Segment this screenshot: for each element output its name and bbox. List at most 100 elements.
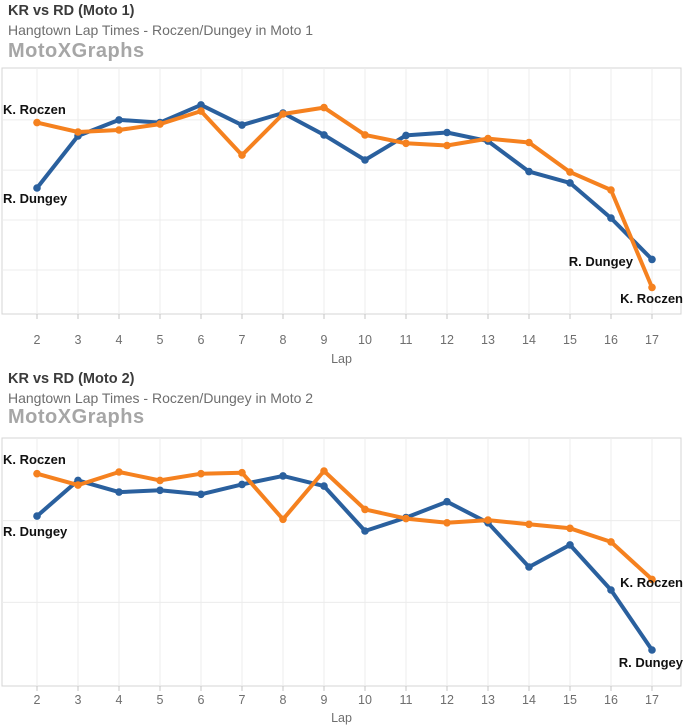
chart2-title: KR vs RD (Moto 2): [8, 371, 135, 387]
data-point-marker: [648, 646, 656, 654]
x-tick-label: 16: [604, 693, 618, 707]
data-point-marker: [279, 472, 287, 480]
data-point-marker: [33, 118, 41, 127]
data-point-marker: [607, 214, 615, 222]
x-tick-label: 16: [604, 333, 618, 347]
series-inline-label: K. Roczen: [3, 102, 66, 117]
x-tick-label: 8: [280, 693, 287, 707]
data-point-marker: [443, 128, 451, 137]
x-tick-label: 7: [239, 693, 246, 707]
data-point-marker: [197, 101, 205, 109]
data-point-marker: [74, 128, 82, 136]
x-tick-label: 11: [400, 693, 413, 707]
chart1-title: KR vs RD (Moto 1): [8, 3, 135, 19]
series-inline-label: K. Roczen: [620, 575, 683, 590]
chart2-subtitle: Hangtown Lap Times - Roczen/Dungey in Mo…: [8, 390, 314, 406]
data-point-marker: [156, 120, 164, 128]
data-point-marker: [607, 186, 615, 194]
moto1-line-chart: 2 3 4 5 6 7 8 9 10 11 12 13 14 15 16 17 Lap K. Roczen R. D…: [1, 67, 683, 366]
x-tick-label: 3: [75, 693, 82, 707]
series-r-dungey: [33, 472, 656, 654]
data-point-marker: [197, 469, 205, 478]
data-point-marker: [197, 107, 205, 115]
data-point-marker: [443, 141, 451, 150]
series-inline-label: K. Roczen: [3, 452, 66, 467]
x-tick-label: 12: [440, 333, 454, 347]
data-point-marker: [484, 134, 492, 143]
x-tick-label: 2: [34, 693, 41, 707]
x-axis-label: Lap: [331, 352, 352, 366]
data-point-marker: [525, 138, 533, 147]
data-point-marker: [566, 541, 574, 549]
x-tick-label: 15: [563, 333, 577, 347]
x-tick-label: 6: [198, 333, 205, 347]
y-gridlines: [2, 520, 681, 603]
data-point-marker: [566, 179, 574, 187]
plot-area: [1, 437, 682, 687]
data-point-marker: [320, 467, 328, 475]
data-point-marker: [197, 490, 205, 499]
data-point-marker: [320, 482, 328, 490]
x-tick-label: 9: [321, 333, 328, 347]
data-point-marker: [402, 139, 410, 148]
data-point-marker: [279, 515, 287, 524]
series-line: [35, 102, 654, 262]
x-tick-label: 9: [321, 693, 328, 707]
data-point-marker: [320, 131, 328, 139]
series-line: [35, 105, 654, 290]
x-tick-label: 2: [34, 333, 41, 347]
data-point-marker: [238, 468, 246, 477]
data-point-marker: [607, 538, 615, 546]
data-point-marker: [115, 116, 123, 124]
x-tick-label: 13: [481, 693, 495, 707]
data-point-marker: [525, 563, 533, 571]
x-axis-label: Lap: [331, 711, 352, 725]
x-tick-label: 14: [522, 333, 536, 347]
x-tick-label: 6: [198, 693, 205, 707]
x-tick-label: 14: [522, 693, 536, 707]
series-inline-label: R. Dungey: [3, 191, 68, 206]
data-point-marker: [566, 524, 574, 533]
series-line: [35, 469, 654, 582]
data-point-marker: [607, 586, 615, 594]
data-point-marker: [33, 184, 41, 192]
series-line: [35, 473, 654, 652]
x-tick-label: 4: [116, 693, 123, 707]
data-point-marker: [443, 497, 451, 506]
x-tick-label: 8: [280, 333, 287, 347]
x-tick-label: 3: [75, 333, 82, 347]
data-point-marker: [320, 103, 328, 112]
data-point-marker: [566, 168, 574, 176]
data-point-marker: [74, 481, 82, 489]
x-tick-label: 17: [645, 693, 659, 707]
data-point-marker: [361, 131, 369, 139]
x-tick-label: 13: [481, 333, 495, 347]
x-tick-label: 4: [116, 333, 123, 347]
x-tick-label: 5: [157, 693, 164, 707]
data-point-marker: [443, 519, 451, 527]
data-point-marker: [361, 505, 369, 514]
x-tick-label: 15: [563, 693, 577, 707]
data-point-marker: [361, 527, 369, 535]
plot-area: [1, 67, 682, 315]
data-point-marker: [115, 488, 123, 496]
x-tick-label: 12: [440, 693, 454, 707]
data-point-marker: [115, 126, 123, 134]
series-inline-label: R. Dungey: [3, 524, 68, 539]
data-point-marker: [156, 486, 164, 495]
data-point-marker: [156, 476, 164, 485]
x-tick-label: 17: [645, 333, 659, 347]
x-tick-label: 7: [239, 333, 246, 347]
data-point-marker: [525, 520, 533, 529]
series-inline-label: R. Dungey: [569, 254, 634, 269]
x-tick-label: 10: [358, 693, 372, 707]
data-point-marker: [361, 156, 369, 164]
series-inline-label: K. Roczen: [620, 291, 683, 306]
series-k-roczen: [33, 103, 656, 292]
x-tick-label: 11: [400, 333, 413, 347]
data-point-marker: [33, 512, 41, 520]
data-point-marker: [525, 167, 533, 176]
data-point-marker: [402, 514, 410, 523]
data-point-marker: [238, 480, 246, 489]
series-k-roczen: [33, 467, 656, 584]
